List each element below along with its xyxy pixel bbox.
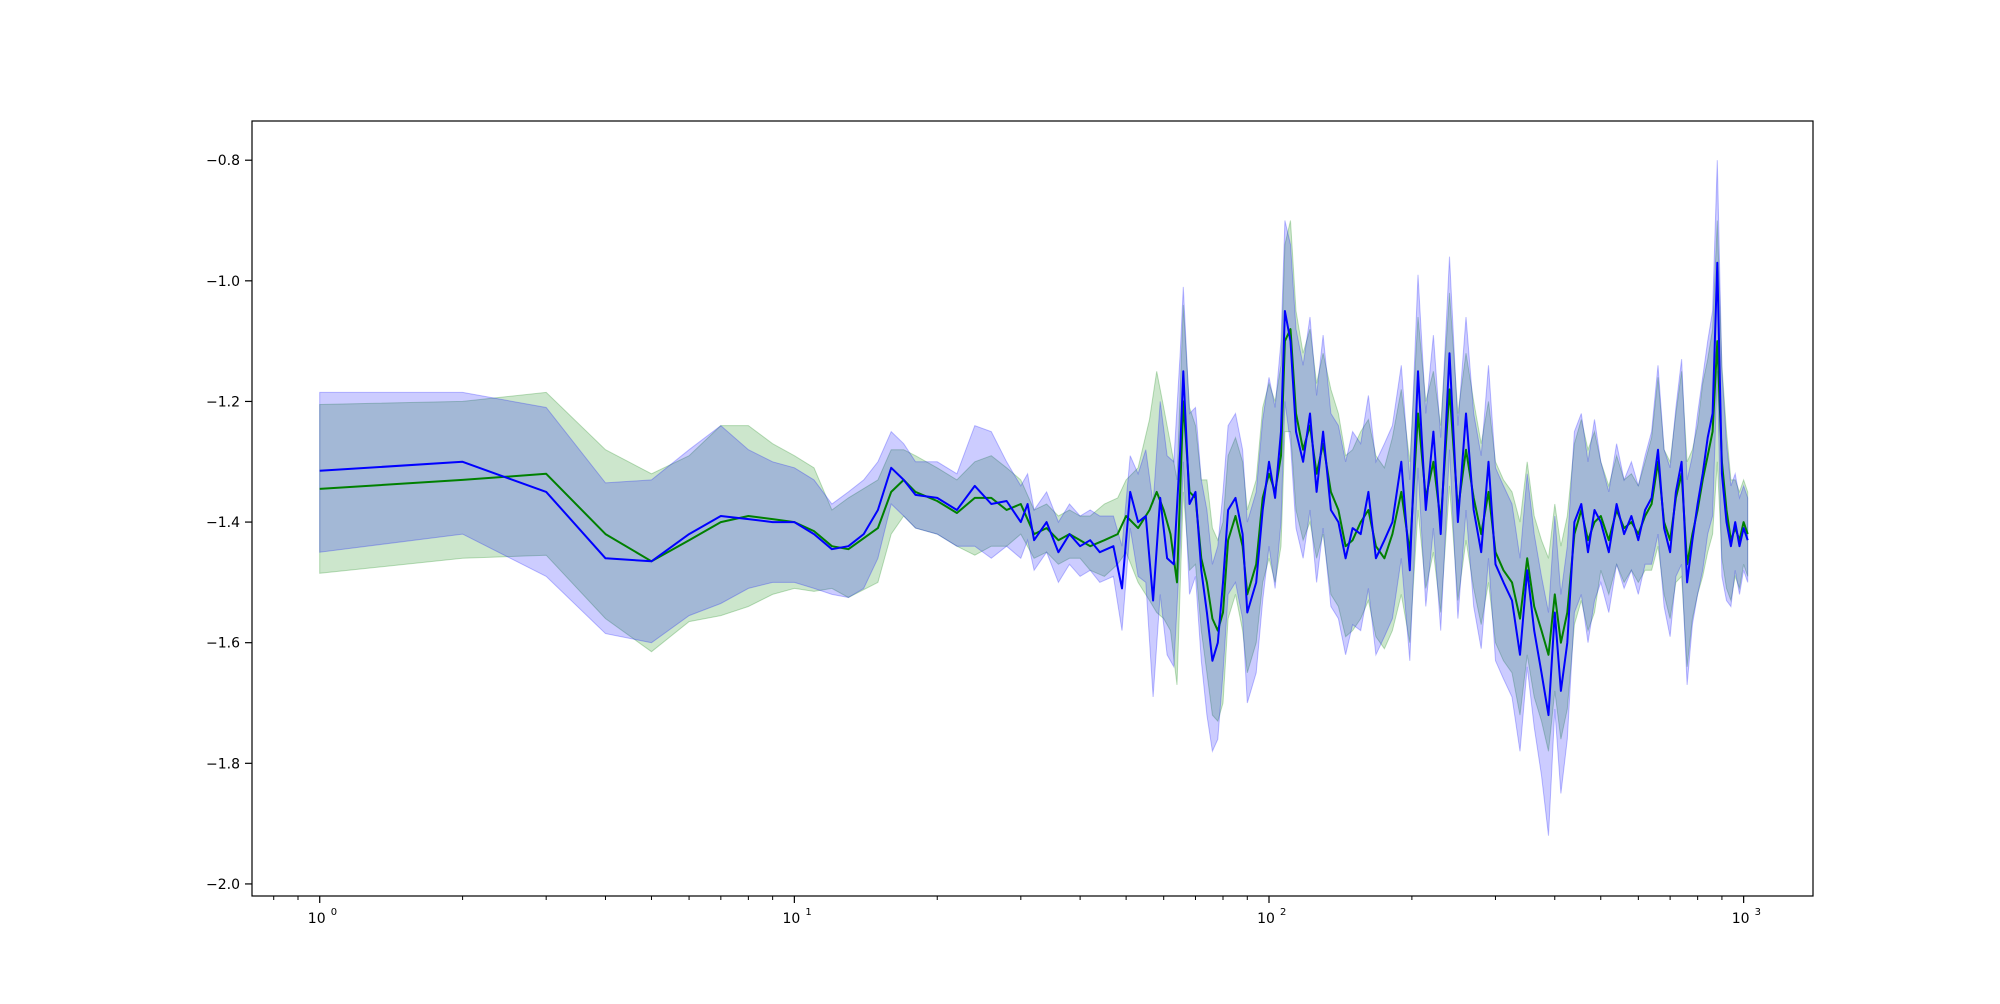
y-tick-label: −1.4: [206, 515, 240, 531]
x-tick-label: 10: [782, 911, 800, 927]
series-1-band: [319, 220, 1749, 752]
y-tick-label: −2.0: [206, 877, 240, 893]
series-2-line: [319, 261, 1749, 717]
x-tick-label-exponent: 3: [1755, 907, 1761, 918]
x-tick-label: 10: [308, 911, 326, 927]
x-tick-label-exponent: 0: [331, 907, 337, 918]
y-tick-label: −1.0: [206, 274, 240, 290]
x-axis: 10 0 10 1 10 2 10 3: [273, 896, 1761, 927]
y-tick-label: −1.6: [206, 636, 240, 652]
confidence-bands: [319, 160, 1749, 836]
y-tick-label: −1.2: [206, 394, 240, 410]
x-tick-label-exponent: 1: [805, 907, 811, 918]
plot-area-frame: [251, 120, 1814, 897]
y-tick-label: −1.8: [206, 756, 240, 772]
x-tick-label-exponent: 2: [1280, 907, 1286, 918]
y-axis: −0.8 −1.0 −1.2 −1.4 −1.6 −1.8 −2.0: [206, 153, 252, 893]
x-tick-label: 10: [1257, 911, 1275, 927]
series-lines: [319, 261, 1749, 717]
y-tick-label: −0.8: [206, 153, 240, 169]
x-tick-label: 10: [1732, 911, 1750, 927]
series-2-band: [319, 160, 1749, 836]
